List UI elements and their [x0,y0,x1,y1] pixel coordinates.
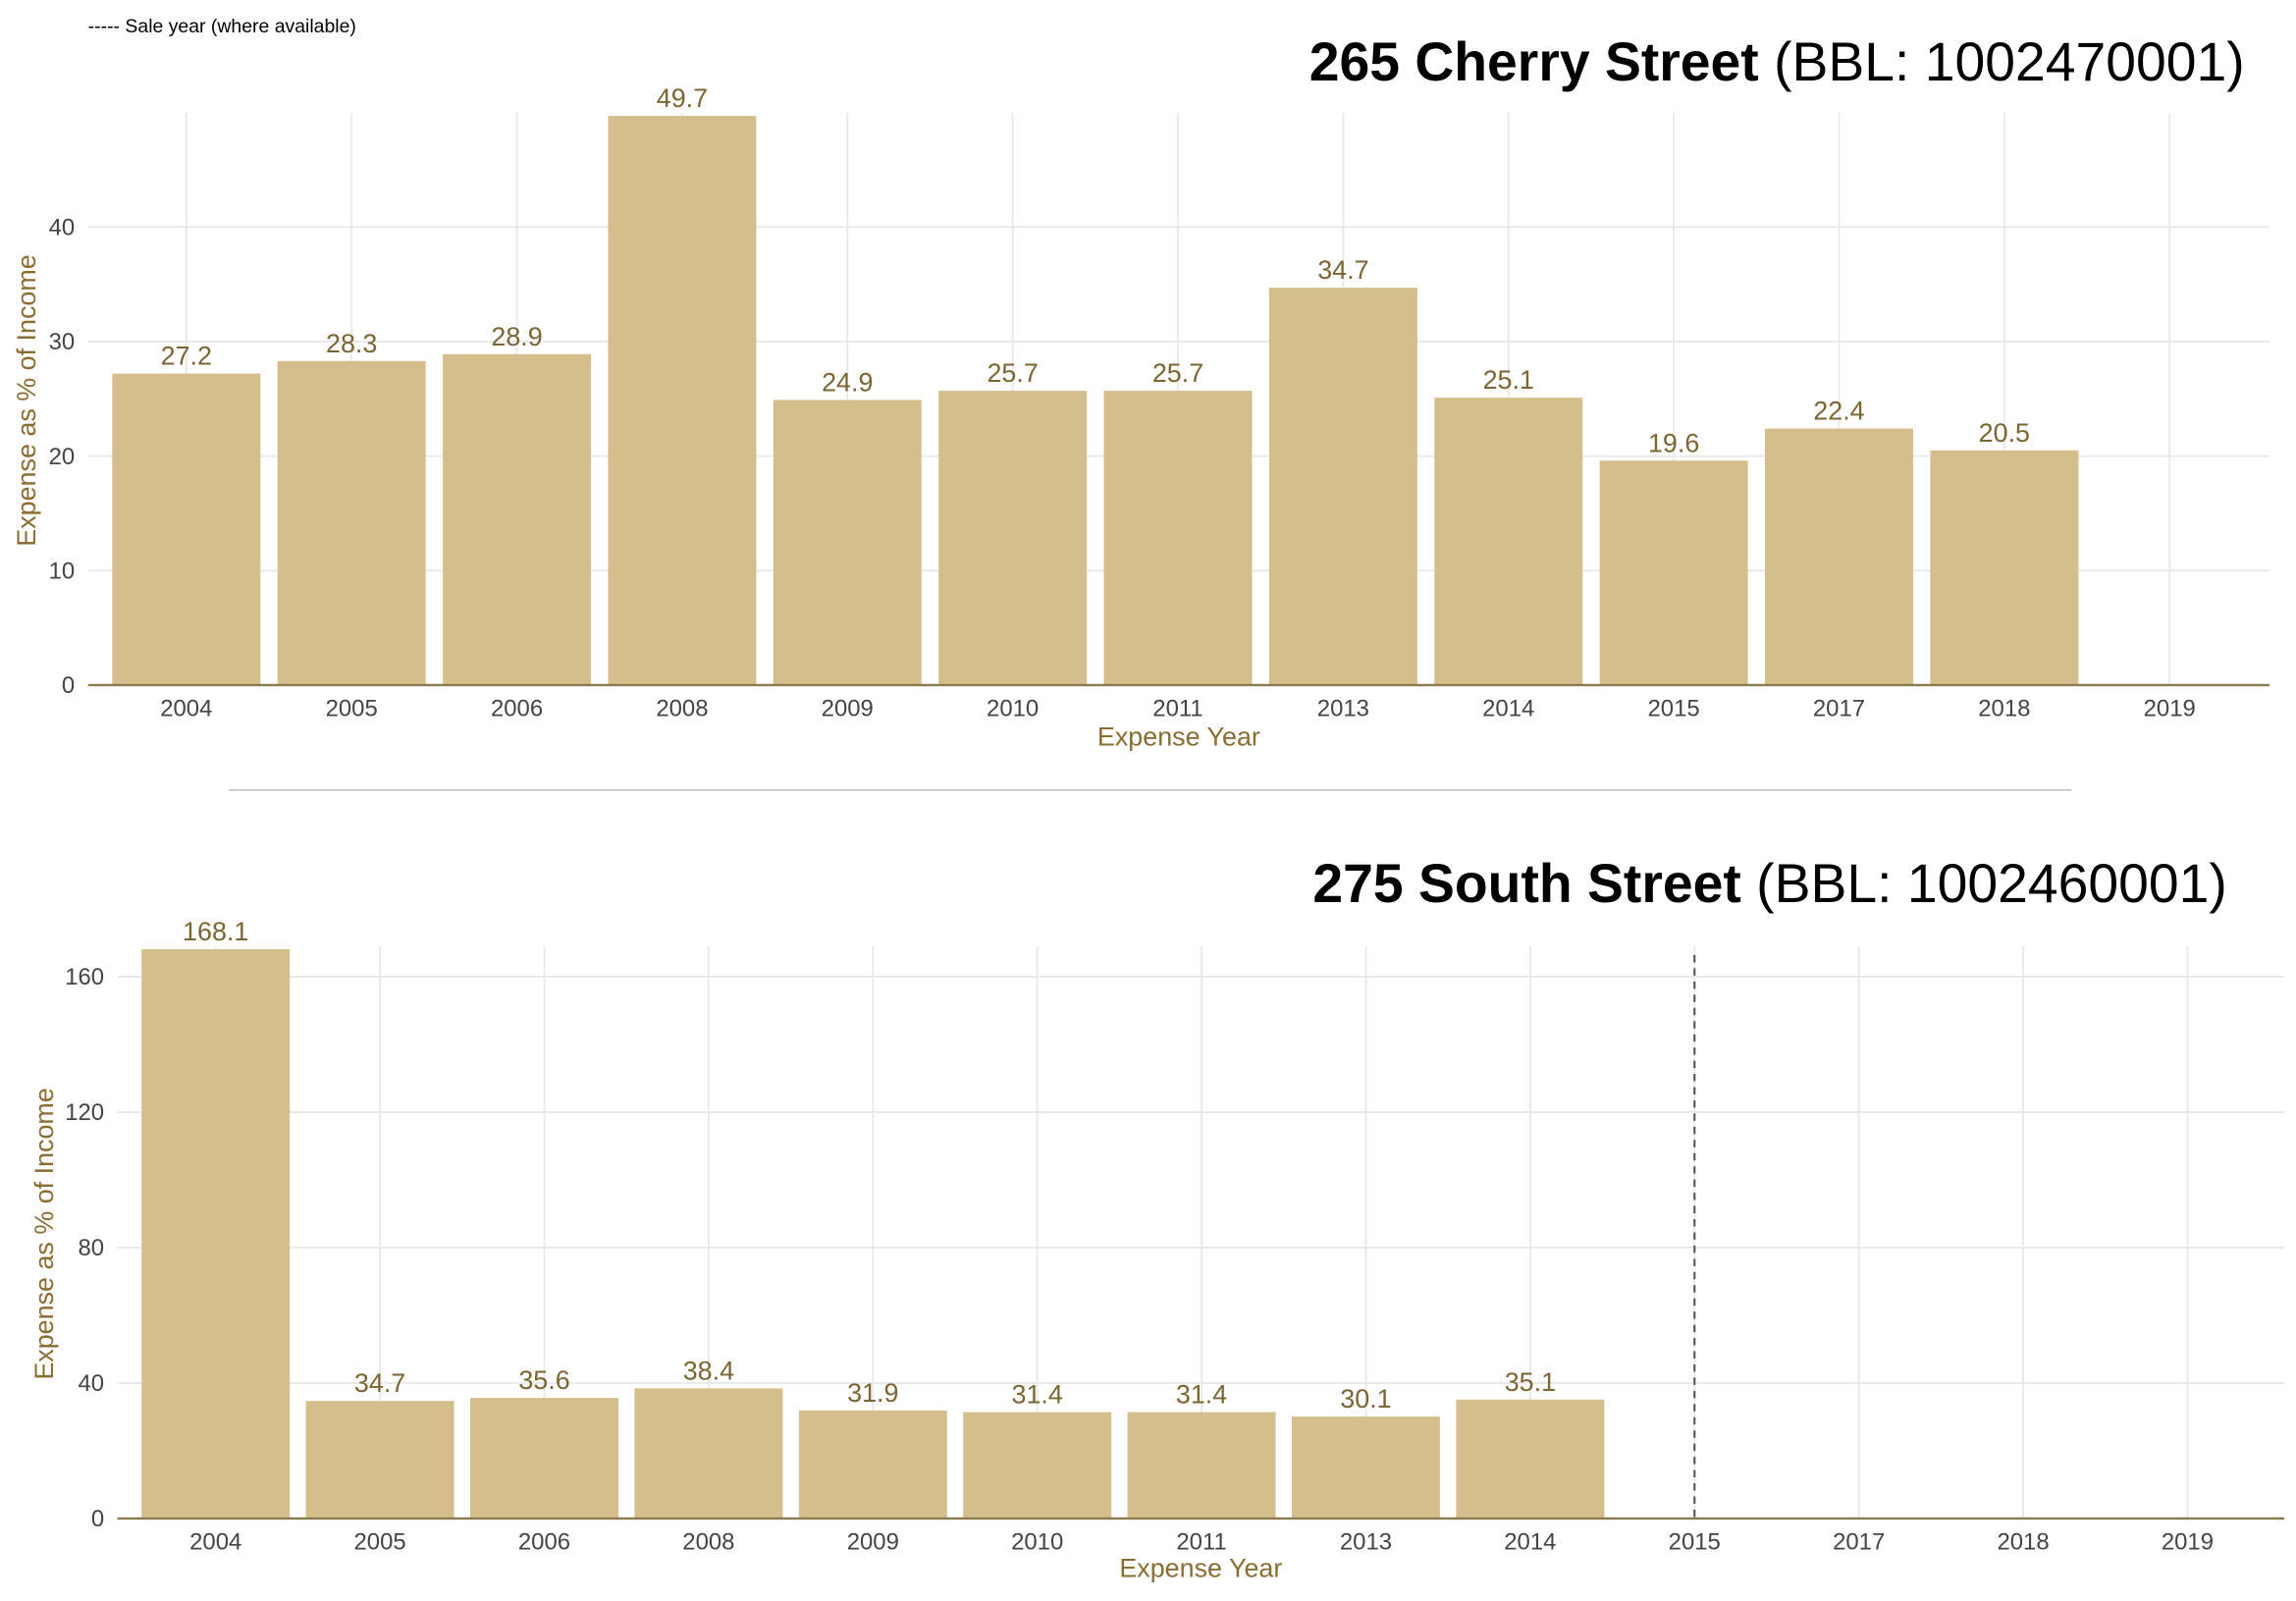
bar [1599,460,1748,685]
bar [277,360,426,685]
bar [1127,1412,1276,1519]
y-axis-title: Expense as % of Income [12,254,41,546]
data-label: 19.6 [1648,428,1699,457]
x-tick-label: 2006 [491,695,543,721]
x-tick-label: 2015 [1669,1528,1721,1555]
y-tick-label: 40 [49,214,76,240]
data-label: 49.7 [657,83,708,113]
x-tick-label: 2014 [1482,695,1534,721]
x-tick-label: 2013 [1317,695,1369,721]
bar [1434,398,1583,685]
data-label: 38.4 [683,1356,734,1385]
bar [305,1401,454,1519]
x-tick-label: 2006 [518,1528,570,1555]
x-tick-label: 2014 [1504,1528,1556,1555]
x-axis-title: Expense Year [1097,721,1260,751]
y-tick-label: 40 [79,1370,105,1397]
x-tick-label: 2017 [1833,1528,1885,1555]
data-label: 22.4 [1813,397,1864,426]
bar [141,949,291,1519]
y-tick-label: 30 [49,329,76,355]
bar [1930,450,2079,685]
x-tick-label: 2018 [1978,695,2030,721]
data-label: 35.6 [518,1365,569,1395]
property-name: 265 Cherry Street [1308,31,1759,93]
x-tick-label: 2019 [2144,695,2196,721]
bar [112,373,261,685]
bar [1456,1399,1605,1519]
chart-title-cherry: 265 Cherry Street (BBL: 1002470001) [1309,32,2245,94]
data-label: 35.1 [1505,1367,1556,1397]
x-tick-label: 2008 [656,695,708,721]
x-tick-label: 2013 [1340,1528,1392,1555]
panel-divider [229,789,2072,791]
x-tick-label: 2011 [1176,1528,1226,1555]
y-tick-label: 160 [65,964,104,990]
bar [798,1410,947,1519]
x-tick-label: 2004 [160,695,212,721]
data-label: 25.7 [1152,358,1203,388]
x-tick-label: 2005 [326,695,378,721]
x-tick-label: 2009 [822,695,874,721]
y-tick-label: 0 [91,1506,104,1532]
property-bbl: (BBL: 1002470001) [1774,31,2245,93]
x-tick-label: 2009 [847,1528,899,1555]
y-tick-label: 120 [65,1099,104,1126]
data-label: 34.7 [1317,255,1368,285]
bar [1268,288,1417,685]
x-tick-label: 2017 [1813,695,1865,721]
data-label: 25.1 [1483,365,1534,395]
y-axis-title: Expense as % of Income [29,1088,59,1379]
data-label: 31.4 [1176,1380,1227,1410]
x-axis-title: Expense Year [1119,1554,1282,1583]
bar [1103,391,1253,685]
data-label: 25.7 [987,358,1038,388]
y-tick-label: 0 [62,672,75,699]
data-label: 24.9 [822,367,873,397]
chart-title-south: 275 South Street (BBL: 1002460001) [1312,854,2226,916]
x-tick-label: 2008 [682,1528,734,1555]
property-name: 275 South Street [1312,853,1741,915]
data-label: 30.1 [1340,1384,1391,1414]
bar [963,1412,1112,1519]
x-tick-label: 2015 [1648,695,1700,721]
bar [938,391,1088,685]
y-tick-label: 20 [49,444,76,470]
x-tick-label: 2011 [1152,695,1202,721]
sale-year-legend: ----- Sale year (where available) [87,14,356,37]
data-label: 20.5 [1979,418,2030,448]
data-label: 31.4 [1012,1380,1063,1410]
y-tick-label: 10 [49,559,76,585]
x-tick-label: 2004 [189,1528,241,1555]
data-label: 31.9 [847,1378,898,1408]
x-tick-label: 2019 [2162,1528,2214,1555]
bar [443,353,592,685]
bar [470,1398,618,1519]
bar [1765,428,1913,685]
bar [1291,1416,1440,1519]
x-tick-label: 2010 [987,695,1039,721]
bar [634,1388,783,1519]
bar [608,116,757,685]
data-label: 168.1 [183,917,248,946]
property-bbl: (BBL: 1002460001) [1756,853,2227,915]
data-label: 27.2 [161,342,212,371]
y-tick-label: 80 [79,1235,105,1261]
x-tick-label: 2005 [354,1528,406,1555]
x-tick-label: 2018 [1997,1528,2049,1555]
bar [773,400,922,685]
x-tick-label: 2010 [1011,1528,1063,1555]
data-label: 28.3 [326,329,377,358]
data-label: 34.7 [354,1368,405,1398]
data-label: 28.9 [491,322,542,351]
